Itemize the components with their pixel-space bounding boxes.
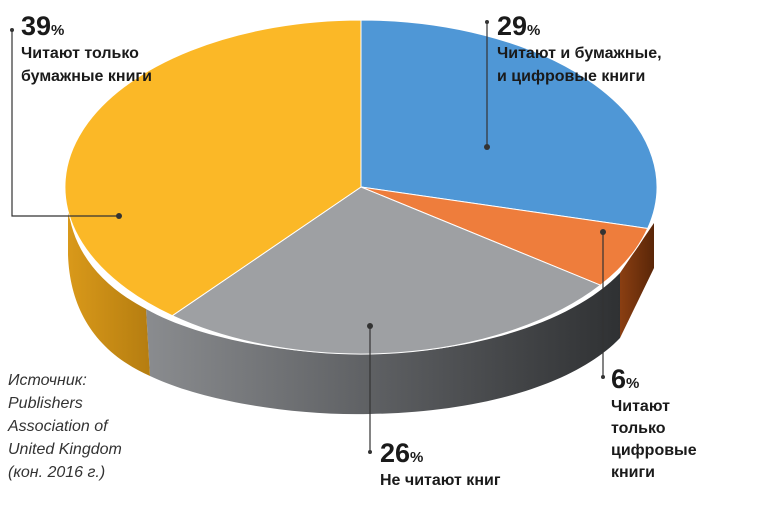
label-non-readers-percent: 26% — [380, 438, 423, 468]
leader-line-paper-only — [11, 30, 119, 217]
source-line4: United Kingdom — [8, 441, 122, 458]
leader-dot — [10, 28, 14, 32]
label-paper-only-line2: бумажные книги — [21, 68, 152, 85]
label-both-percent: 29% — [497, 11, 540, 41]
leader-dot — [368, 450, 372, 454]
source-line3: Association of — [7, 418, 109, 435]
label-digital-only-line3: цифровые — [611, 442, 697, 459]
label-both-line1: Читают и бумажные, — [497, 45, 662, 62]
label-digital-only-line4: книги — [611, 464, 655, 481]
pie-side-wall-paper-only — [68, 206, 150, 376]
leader-dot — [367, 323, 373, 329]
source-line1: Источник: — [8, 372, 87, 389]
pie-side-wall-non-readers — [146, 273, 620, 415]
source-line5: (кон. 2016 г.) — [8, 464, 105, 481]
pie-slices — [64, 19, 658, 355]
label-digital-only-line2: только — [611, 420, 666, 437]
label-digital-only-line1: Читают — [611, 398, 670, 415]
source-line2: Publishers — [8, 395, 83, 412]
leader-dot — [116, 213, 122, 219]
leader-dot — [600, 229, 606, 235]
pie-slice-paper-only — [64, 19, 362, 317]
label-paper-only-line1: Читают только — [21, 45, 139, 62]
pie-slice-non-readers — [171, 186, 602, 355]
pie-slice-both — [360, 19, 658, 230]
leader-dot — [601, 375, 605, 379]
leader-dot — [484, 144, 490, 150]
leader-dot — [485, 20, 489, 24]
label-digital-only-percent: 6% — [611, 364, 639, 394]
pie-side-wall-digital-only — [620, 223, 654, 338]
label-non-readers-line1: Не читают книг — [380, 472, 501, 489]
label-paper-only-percent: 39% — [21, 11, 64, 41]
label-both-line2: и цифровые книги — [497, 68, 645, 85]
